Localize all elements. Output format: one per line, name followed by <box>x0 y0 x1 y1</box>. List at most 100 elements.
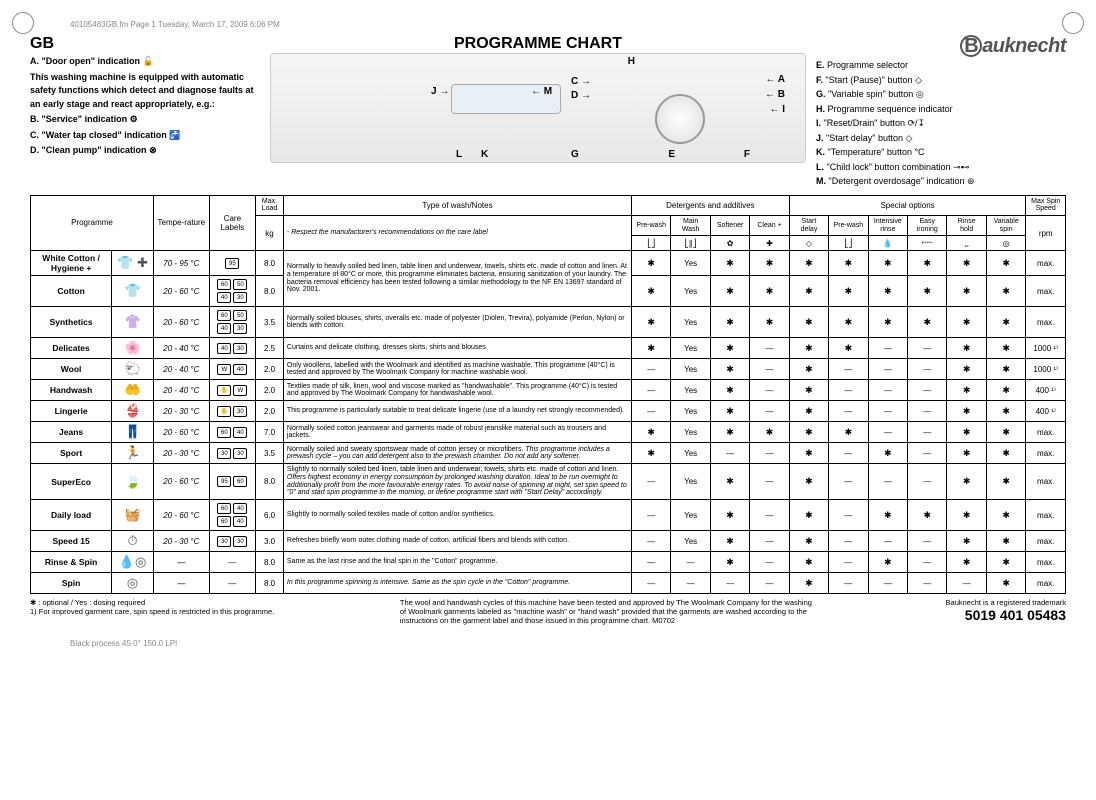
footnote-spin: 1) For improved garment care, spin speed… <box>30 607 274 616</box>
option-cell <box>908 531 947 552</box>
option-cell <box>789 443 828 464</box>
prog-name: Jeans <box>31 422 112 443</box>
option-cell <box>631 276 670 307</box>
option-cell <box>868 422 907 443</box>
table-row: Sport🏃20 - 30 °C30303.5Normally soiled a… <box>31 443 1066 464</box>
care-labels: 95 <box>209 251 255 276</box>
option-cell <box>829 422 868 443</box>
control-panel-diagram: C → D → J → ← M ← A ← B ← I H L K G E F <box>270 53 806 163</box>
option-cell <box>908 401 947 422</box>
option-cell <box>789 552 828 573</box>
notes: Normally soiled and sweaty sportswear ma… <box>283 443 631 464</box>
th-startdelay: Start delay <box>789 215 828 235</box>
notes: In this programme spinning is intensive.… <box>283 573 631 594</box>
option-cell <box>986 401 1026 422</box>
prog-temp: — <box>153 573 209 594</box>
option-cell <box>710 338 749 359</box>
icon-prewash: ⎣⎦ <box>631 236 670 251</box>
option-cell: Yes <box>671 338 710 359</box>
th-maxload: Max. Load <box>256 195 284 215</box>
option-cell <box>789 359 828 380</box>
option-cell: Yes <box>671 422 710 443</box>
brand-logo: BBauknechtauknecht <box>816 35 1066 58</box>
prog-icon: 👖 <box>112 422 154 443</box>
max-load: 8.0 <box>256 552 284 573</box>
prog-name: Rinse & Spin <box>31 552 112 573</box>
table-row: White Cotton / Hygiene +👕 ✚70 - 95 °C958… <box>31 251 1066 276</box>
legend-g: "Variable spin" button <box>828 89 913 99</box>
option-cell <box>750 422 789 443</box>
option-cell <box>908 276 947 307</box>
notes: Textiles made of silk, linen, wool and v… <box>283 380 631 401</box>
legend-d: "Clean pump" indication <box>42 145 147 155</box>
prog-name: SuperEco <box>31 464 112 500</box>
option-cell <box>908 422 947 443</box>
max-load: 2.0 <box>256 359 284 380</box>
th-maxspin: Max Spin Speed <box>1026 195 1066 215</box>
legend-b: "Service" indication <box>42 114 128 124</box>
prog-name: Spin <box>31 573 112 594</box>
icon-cleanplus: ✚ <box>750 236 789 251</box>
option-cell <box>947 307 986 338</box>
prog-temp: 20 - 60 °C <box>153 500 209 531</box>
prog-icon: 👕 <box>112 276 154 307</box>
option-cell <box>908 251 947 276</box>
icon-optprewash: ⎣⎦ <box>829 236 868 251</box>
care-labels: — <box>209 552 255 573</box>
th-kg: kg <box>256 215 284 250</box>
option-cell <box>908 359 947 380</box>
option-cell <box>631 531 670 552</box>
prog-temp: 20 - 40 °C <box>153 338 209 359</box>
table-header: Programme Tempe-rature Care Labels Max. … <box>31 195 1066 251</box>
option-cell <box>750 401 789 422</box>
prog-icon: 👙 <box>112 401 154 422</box>
option-cell <box>789 276 828 307</box>
icon-softener: ✿ <box>710 236 749 251</box>
option-cell <box>868 443 907 464</box>
prog-icon: ⏱ <box>112 531 154 552</box>
programme-table: Programme Tempe-rature Care Labels Max. … <box>30 195 1066 595</box>
option-cell <box>986 500 1026 531</box>
option-cell: Yes <box>671 307 710 338</box>
option-cell: max. <box>1026 531 1066 552</box>
th-rinsehold: Rinse hold <box>947 215 986 235</box>
legend-c: "Water tap closed" indication <box>42 130 167 140</box>
option-cell <box>829 338 868 359</box>
page-title: PROGRAMME CHART <box>270 35 806 53</box>
table-row: Handwash🤲20 - 40 °C✋W2.0Textiles made of… <box>31 380 1066 401</box>
legend-j: "Start delay" button <box>826 133 903 143</box>
option-cell <box>829 443 868 464</box>
icon-varspin: ◎ <box>986 236 1026 251</box>
icon-startdelay: ◇ <box>789 236 828 251</box>
option-cell: Yes <box>671 380 710 401</box>
option-cell <box>986 573 1026 594</box>
notes: Only woollens, labelled with the Woolmar… <box>283 359 631 380</box>
option-cell <box>986 338 1026 359</box>
option-cell <box>789 251 828 276</box>
option-cell <box>947 276 986 307</box>
option-cell <box>631 464 670 500</box>
table-row: Daily load🧺20 - 60 °C604060406.0Slightly… <box>31 500 1066 531</box>
center-column: PROGRAMME CHART C → D → J → ← M ← A ← B … <box>270 35 806 189</box>
option-cell <box>986 307 1026 338</box>
option-cell <box>908 573 947 594</box>
option-cell <box>908 500 947 531</box>
prog-temp: 20 - 40 °C <box>153 359 209 380</box>
option-cell: 1000 ¹⁾ <box>1026 359 1066 380</box>
option-cell <box>868 531 907 552</box>
option-cell <box>750 380 789 401</box>
option-cell <box>868 573 907 594</box>
option-cell <box>631 380 670 401</box>
option-cell: 400 ¹⁾ <box>1026 401 1066 422</box>
prog-name: Synthetics <box>31 307 112 338</box>
option-cell: max. <box>1026 307 1066 338</box>
option-cell <box>868 338 907 359</box>
option-cell: Yes <box>671 531 710 552</box>
footnote-optional: ✱ : optional / Yes : dosing required <box>30 598 274 607</box>
prog-icon: 💧◎ <box>112 552 154 573</box>
option-cell <box>750 464 789 500</box>
option-cell <box>631 251 670 276</box>
option-cell <box>750 443 789 464</box>
prog-temp: 20 - 30 °C <box>153 531 209 552</box>
table-row: Wool🐑20 - 40 °CW402.0Only woollens, labe… <box>31 359 1066 380</box>
